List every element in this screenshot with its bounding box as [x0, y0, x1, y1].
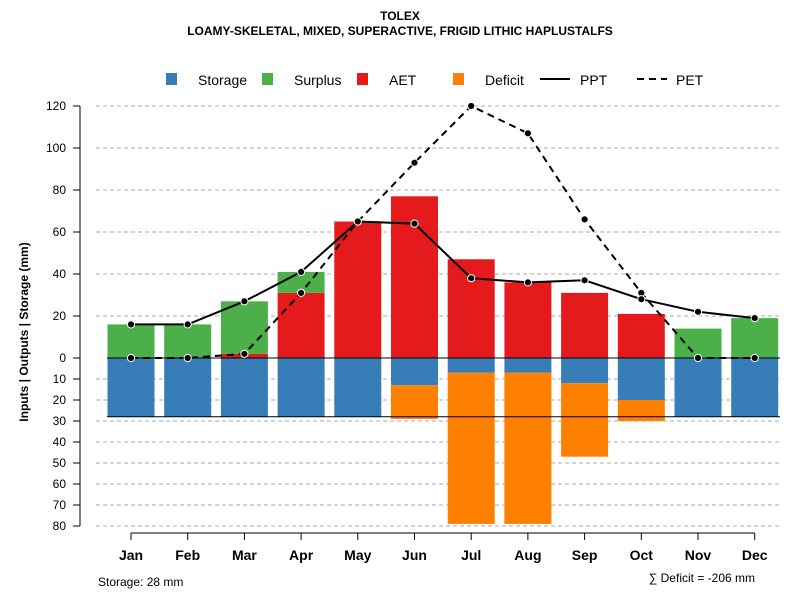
- y-tick-label: 80: [53, 183, 67, 197]
- x-tick-label: Jul: [461, 547, 481, 563]
- aet-bar-oct: [617, 313, 665, 358]
- ppt-point-jul: [467, 274, 476, 283]
- x-tick-label: Mar: [232, 547, 257, 563]
- ppt-point-aug: [523, 278, 533, 287]
- y-tick-label: 10: [53, 372, 67, 386]
- legend-label-aet: AET: [389, 72, 417, 88]
- ppt-point-apr: [297, 267, 306, 276]
- surplus-bar-nov: [674, 328, 722, 358]
- lines: [107, 101, 780, 418]
- deficit-bar-oct: [617, 400, 665, 421]
- y-tick-label: 20: [53, 309, 67, 323]
- pet-point-sep: [580, 215, 589, 224]
- storage-bar-jun: [391, 358, 438, 386]
- surplus-bar-jan: [107, 324, 155, 358]
- x-tick-label: Oct: [630, 547, 654, 563]
- storage-bar-sep: [561, 358, 609, 384]
- ppt-point-nov: [693, 307, 703, 316]
- axes: 0 20 40 60 80 100 120 10 20 30 40 50 60 70 80 Inputs | …: [17, 99, 768, 563]
- x-tick-label: Dec: [742, 547, 768, 563]
- deficit-bar-sep: [561, 383, 609, 457]
- ppt-point-feb: [183, 320, 192, 329]
- y-axis-label: Inputs | Outputs | Storage (mm): [17, 242, 31, 421]
- legend-label-surplus: Surplus: [294, 72, 341, 88]
- storage-bar-may: [334, 358, 382, 417]
- aet-bar-may: [334, 221, 382, 358]
- deficit-bar-aug: [504, 372, 552, 524]
- chart-subtitle: LOAMY-SKELETAL, MIXED, SUPERACTIVE, FRIG…: [187, 24, 613, 38]
- legend-label-storage: Storage: [198, 72, 247, 88]
- ppt-point-jun: [410, 219, 419, 228]
- storage-bar-jan: [107, 358, 155, 417]
- y-tick-label: 60: [53, 225, 67, 239]
- storage-bar-aug: [504, 358, 552, 373]
- y-tick-label: 80: [53, 519, 67, 533]
- pet-line: [131, 104, 755, 359]
- legend-swatch-storage: [166, 73, 177, 85]
- y-tick-label: 70: [53, 498, 67, 512]
- y-tick-label: 40: [53, 435, 67, 449]
- pet-point-feb: [183, 353, 192, 363]
- y-tick-label: 40: [53, 267, 67, 281]
- storage-bar-nov: [674, 358, 722, 417]
- pet-point-jul: [467, 101, 476, 111]
- x-tick-label: Aug: [514, 547, 541, 563]
- y-tick-label: 100: [46, 141, 66, 155]
- x-tick-label: Sep: [572, 547, 598, 563]
- x-tick-label: May: [344, 547, 371, 563]
- ppt-line: [131, 220, 755, 326]
- surplus-bar-dec: [731, 318, 779, 358]
- x-tick-label: Jun: [402, 547, 427, 563]
- ppt-point-sep: [580, 276, 589, 285]
- pet-point-dec: [750, 353, 759, 363]
- storage-note: Storage: 28 mm: [98, 575, 184, 589]
- pet-point-mar: [240, 349, 249, 358]
- storage-bar-mar: [220, 358, 268, 417]
- ppt-point-oct: [637, 295, 646, 304]
- ppt-point-mar: [240, 297, 249, 306]
- legend-swatch-surplus: [262, 73, 273, 85]
- legend-swatch-deficit: [453, 73, 464, 85]
- surplus-bar-mar: [220, 301, 268, 354]
- storage-bar-apr: [277, 358, 325, 417]
- deficit-bar-jun: [391, 385, 438, 419]
- storage-bar-oct: [617, 358, 665, 400]
- aet-bar-apr: [277, 292, 325, 358]
- bars: [107, 196, 779, 524]
- aet-bar-sep: [561, 292, 609, 358]
- deficit-note: ∑ Deficit = -206 mm: [648, 571, 755, 585]
- y-tick-label: 50: [53, 456, 67, 470]
- y-tick-label: 30: [53, 414, 67, 428]
- storage-bar-jul: [447, 358, 495, 373]
- grid-lines: [96, 105, 781, 527]
- pet-point-nov: [693, 353, 703, 363]
- legend-label-pet: PET: [676, 72, 704, 88]
- x-tick-label: Jan: [119, 547, 143, 563]
- ppt-point-jan: [126, 320, 136, 329]
- y-tick-label: 120: [46, 99, 66, 113]
- x-tick-label: Feb: [175, 547, 200, 563]
- legend-label-ppt: PPT: [580, 72, 608, 88]
- pet-point-aug: [523, 129, 533, 138]
- y-tick-label: 60: [53, 477, 67, 491]
- legend-label-deficit: Deficit: [485, 72, 524, 88]
- x-tick-label: Nov: [685, 547, 712, 563]
- storage-bar-feb: [164, 358, 212, 417]
- pet-point-jan: [126, 353, 136, 363]
- deficit-bar-jul: [447, 372, 495, 524]
- storage-bar-dec: [731, 358, 779, 417]
- ppt-point-may: [353, 217, 362, 226]
- y-tick-label: 20: [53, 393, 67, 407]
- surplus-bar-feb: [164, 324, 212, 358]
- pet-point-apr: [297, 288, 306, 297]
- x-tick-label: Apr: [289, 547, 314, 563]
- aet-bar-aug: [504, 282, 552, 358]
- legend: Storage Surplus AET Deficit PPT PET: [166, 72, 704, 88]
- ppt-point-dec: [750, 314, 759, 323]
- y-tick-label: 0: [59, 351, 66, 365]
- chart-title: TOLEX: [380, 9, 420, 23]
- pet-point-jun: [410, 158, 419, 167]
- legend-swatch-aet: [357, 73, 368, 85]
